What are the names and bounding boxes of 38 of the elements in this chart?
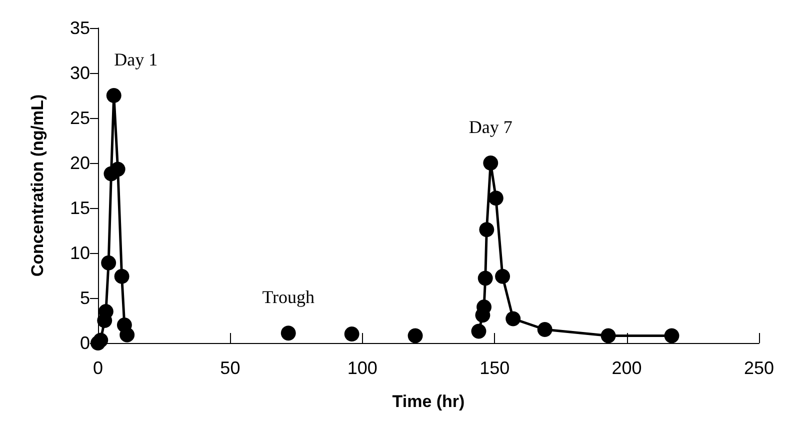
x-tick-label: 150 (480, 358, 510, 378)
y-tick-label: 35 (70, 18, 90, 38)
point (483, 156, 498, 170)
x-tick-label: 0 (92, 358, 104, 378)
point (471, 324, 486, 339)
point (478, 270, 493, 286)
y-tick-label: 25 (70, 108, 90, 128)
point (98, 304, 114, 319)
point (114, 268, 130, 284)
point (506, 311, 521, 326)
point (344, 326, 360, 342)
y-tick-label: 15 (70, 198, 90, 218)
point (120, 327, 135, 342)
x-axis-title: Time (hr) (392, 392, 465, 411)
x-tick-label: 100 (347, 358, 378, 378)
y-tick-label: 10 (70, 243, 90, 263)
point (537, 322, 552, 337)
annotation: Trough (262, 287, 315, 308)
x-tick-label: 50 (220, 358, 240, 378)
point (479, 222, 494, 238)
annotation: Day 7 (468, 117, 512, 137)
y-tick-label: 0 (80, 333, 90, 353)
point (664, 328, 680, 344)
y-tick-label: 5 (80, 288, 90, 308)
x-tick-label: 200 (612, 358, 642, 378)
point (280, 326, 296, 341)
point (495, 268, 510, 284)
y-axis-title: Concentration (ng/mL) (28, 94, 47, 277)
annotation: Day 1 (114, 50, 158, 70)
point (488, 190, 504, 206)
point (408, 328, 423, 344)
y-tick-label: 30 (70, 63, 90, 83)
y-tick-label: 20 (70, 153, 90, 173)
point (106, 88, 122, 103)
point (101, 255, 116, 270)
point (600, 328, 616, 344)
point (93, 332, 108, 348)
x-tick-label: 250 (744, 358, 774, 378)
